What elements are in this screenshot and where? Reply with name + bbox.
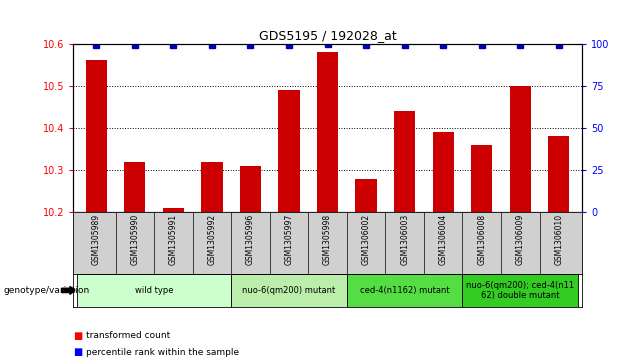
Text: percentile rank within the sample: percentile rank within the sample (86, 348, 239, 356)
Text: GSM1305998: GSM1305998 (323, 214, 332, 265)
Bar (471, 145, 492, 212)
Text: wild type: wild type (135, 286, 174, 295)
Text: GSM1305996: GSM1305996 (246, 214, 255, 265)
Bar (240, 166, 261, 212)
Bar (163, 208, 184, 212)
Text: GSM1305989: GSM1305989 (92, 214, 100, 265)
Text: ■: ■ (73, 331, 83, 341)
Bar (202, 162, 223, 212)
Text: ced-4(n1162) mutant: ced-4(n1162) mutant (360, 286, 450, 295)
Bar (86, 60, 107, 212)
Bar (394, 111, 415, 212)
Bar (279, 90, 300, 212)
Text: GSM1306003: GSM1306003 (400, 214, 409, 265)
Bar (548, 136, 569, 212)
Text: ■: ■ (73, 347, 83, 357)
Text: GSM1306004: GSM1306004 (439, 214, 448, 265)
Text: GSM1306008: GSM1306008 (477, 214, 486, 265)
Text: GSM1305992: GSM1305992 (207, 214, 216, 265)
Bar (317, 52, 338, 212)
Text: nuo-6(qm200); ced-4(n11
62) double mutant: nuo-6(qm200); ced-4(n11 62) double mutan… (466, 281, 574, 300)
Bar (124, 162, 146, 212)
Text: GSM1306009: GSM1306009 (516, 214, 525, 265)
Text: nuo-6(qm200) mutant: nuo-6(qm200) mutant (242, 286, 336, 295)
Text: GSM1305997: GSM1305997 (284, 214, 293, 265)
Text: GSM1305991: GSM1305991 (169, 214, 178, 265)
Bar (432, 132, 453, 212)
Bar (356, 179, 377, 212)
Title: GDS5195 / 192028_at: GDS5195 / 192028_at (259, 29, 396, 42)
Text: GSM1306010: GSM1306010 (555, 214, 563, 265)
Bar (77, 274, 231, 307)
Text: genotype/variation: genotype/variation (3, 286, 90, 295)
Text: GSM1306002: GSM1306002 (362, 214, 371, 265)
Bar (231, 274, 347, 307)
Bar (509, 86, 531, 212)
Text: transformed count: transformed count (86, 331, 170, 340)
Bar (462, 274, 578, 307)
Text: GSM1305990: GSM1305990 (130, 214, 139, 265)
Bar (347, 274, 462, 307)
